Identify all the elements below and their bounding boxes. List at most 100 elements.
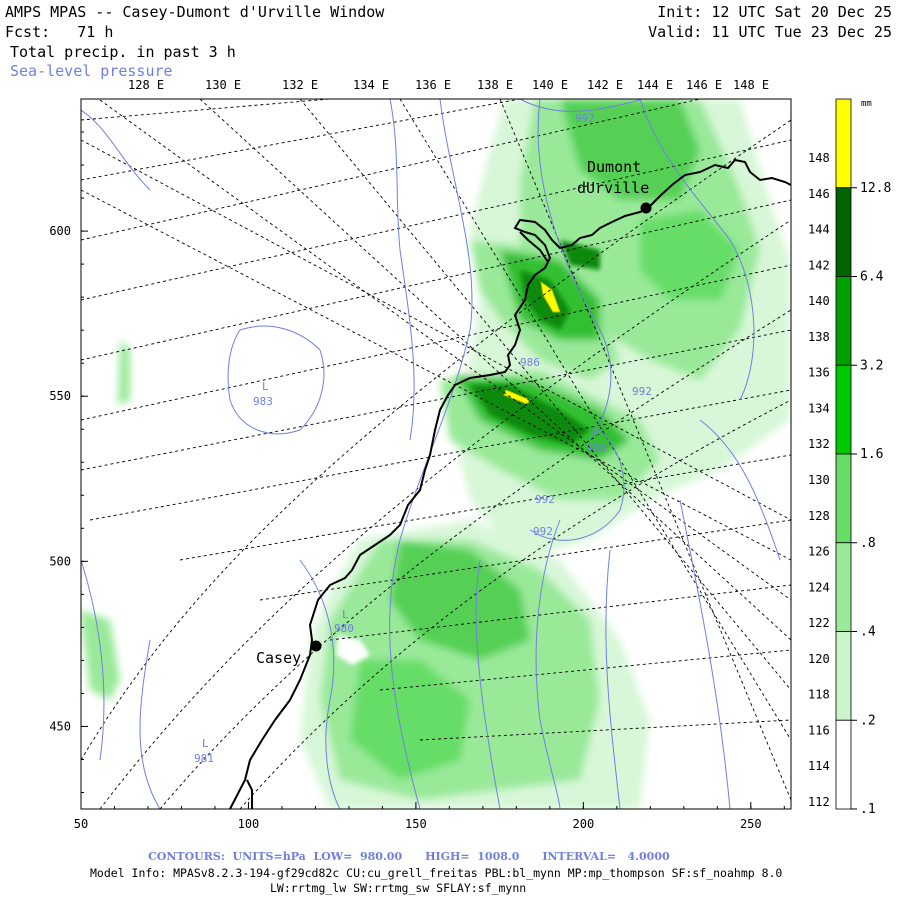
lat-label: 142 E <box>808 258 844 272</box>
x-tick-label: 250 <box>740 817 762 831</box>
graticule <box>81 99 791 809</box>
precip-shading <box>81 99 790 809</box>
lon-label: 136 E <box>415 78 451 92</box>
colorbar-label: 3.2 <box>860 358 883 373</box>
lon-label: 148 E <box>733 78 769 92</box>
model-info: Model Info: MPASv8.2.3-194-gf29cd82c CU:… <box>90 866 783 880</box>
pressure-label: L <box>202 737 209 750</box>
lat-label: 138 E <box>808 330 844 344</box>
colorbar-label: 12.8 <box>860 181 891 196</box>
lat-label: 122 E <box>808 616 844 630</box>
lon-label: 142 E <box>587 78 623 92</box>
coastline <box>229 158 791 809</box>
x-tick-label: 100 <box>238 817 260 831</box>
lat-label-bg <box>807 223 839 237</box>
lat-label-bg <box>807 402 839 416</box>
lat-label-bg <box>807 259 839 273</box>
lat-label-bg <box>807 295 839 309</box>
pressure-label: 986 <box>520 356 540 369</box>
field-name: Total precip. in past 3 h <box>10 43 236 61</box>
lat-label: 132 E <box>808 437 844 451</box>
pressure-label: H <box>592 426 599 439</box>
lat-label: 116 E <box>808 723 844 737</box>
y-tick-label: 500 <box>49 554 71 568</box>
lat-label: 112 E <box>808 795 844 809</box>
lat-label-bg <box>807 796 839 809</box>
lat-label-bg <box>807 760 839 774</box>
colorbar-label: .1 <box>860 802 876 817</box>
lon-labels-top: 128 E 130 E 132 E 134 E 136 E 138 E 140 … <box>128 78 769 92</box>
casey-label: Casey <box>256 649 301 667</box>
lat-label: 120 E <box>808 652 844 666</box>
colorbar-label: .4 <box>860 625 876 640</box>
colorbar: mm 12.8 6.4 3.2 1.6 .8 .4 .2 .1 <box>835 98 891 817</box>
lat-label: 128 E <box>808 509 844 523</box>
x-tick-label: 50 <box>74 817 88 831</box>
colorbar-label: 1.6 <box>860 447 883 462</box>
pressure-label: L <box>342 608 349 621</box>
lat-label: 134 E <box>808 401 844 415</box>
colorbar-segment <box>835 719 852 810</box>
map-title: AMPS MPAS -- Casey-Dumont d'Urville Wind… <box>5 3 385 21</box>
lon-label: 146 E <box>686 78 722 92</box>
forecast-hour: Fcst: 71 h <box>5 23 114 41</box>
lat-label-bg <box>807 474 839 487</box>
colorbar-label: .2 <box>860 713 876 728</box>
lat-label: 126 E <box>808 545 844 559</box>
lat-label-bg <box>807 581 839 595</box>
lon-label: 132 E <box>282 78 318 92</box>
colorbar-segment <box>835 453 852 544</box>
colorbar-label: .8 <box>860 536 876 551</box>
lat-label: 146 E <box>808 187 844 201</box>
lat-label-bg <box>807 509 839 523</box>
pressure-label: 980 <box>334 622 354 635</box>
model-info-2: LW:rrtmg_lw SW:rrtmg_sw SFLAY:sf_mynn <box>270 881 527 895</box>
y-tick-label: 450 <box>49 719 71 733</box>
contour-info: CONTOURS: UNITS=hPa LOW= 980.00 HIGH= 10… <box>148 850 670 863</box>
lat-labels-right: 148 E 146 E 144 E 142 E 140 E 138 E 136 E 134 E… <box>807 151 844 809</box>
x-tick-label: 200 <box>573 817 595 831</box>
dumont-station-marker <box>640 202 652 214</box>
colorbar-segment <box>835 98 852 189</box>
colorbar-segment <box>835 364 852 455</box>
lat-label: 140 E <box>808 294 844 308</box>
y-tick-label: 600 <box>49 224 71 238</box>
pressure-label: 988 <box>586 442 606 455</box>
lon-label: 140 E <box>532 78 568 92</box>
lon-label: 128 E <box>128 78 164 92</box>
x-tick-label: 150 <box>405 817 427 831</box>
plot-frame <box>80 98 792 810</box>
colorbar-segment <box>835 276 852 366</box>
lat-label-bg <box>807 688 839 702</box>
lon-label: 130 E <box>205 78 241 92</box>
lat-label-bg <box>807 438 839 452</box>
lat-label: 118 E <box>808 688 844 702</box>
lat-label: 148 E <box>808 151 844 165</box>
lon-label: 134 E <box>353 78 389 92</box>
pressure-label: 992 <box>575 112 595 125</box>
y-tick-label: 550 <box>49 389 71 403</box>
lat-label-bg <box>807 617 839 631</box>
lat-label-bg <box>807 330 839 344</box>
pressure-label: L <box>262 380 269 393</box>
lat-label: 114 E <box>808 759 844 773</box>
pressure-label: 992 <box>632 385 652 398</box>
lat-label-bg <box>807 724 839 738</box>
lat-label-bg <box>807 652 839 666</box>
pressure-label: 981 <box>194 752 214 765</box>
colorbar-segment <box>835 631 852 721</box>
lat-label: 124 E <box>808 580 844 594</box>
overlay-name: Sea-level pressure <box>10 62 173 80</box>
lat-label: 144 E <box>808 223 844 237</box>
init-time: Init: 12 UTC Sat 20 Dec 25 <box>657 3 892 21</box>
lon-label: 144 E <box>637 78 673 92</box>
casey-station-marker <box>310 640 322 652</box>
pressure-label: 992 <box>535 493 555 506</box>
colorbar-label: 6.4 <box>860 270 884 285</box>
colorbar-segment <box>835 187 852 277</box>
colorbar-unit: mm <box>861 99 872 109</box>
lat-label-bg <box>807 152 839 165</box>
lon-label: 138 E <box>477 78 513 92</box>
pressure-label: 992 <box>533 525 553 538</box>
